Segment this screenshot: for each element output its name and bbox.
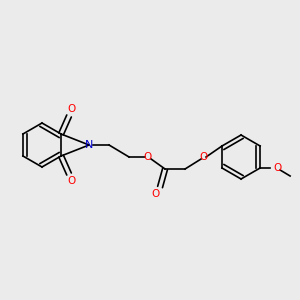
Text: O: O [143,152,151,162]
Text: O: O [67,176,75,186]
Text: O: O [199,152,207,162]
Text: O: O [67,104,75,114]
Text: N: N [85,140,93,150]
Text: O: O [273,163,281,173]
Text: O: O [151,189,159,199]
